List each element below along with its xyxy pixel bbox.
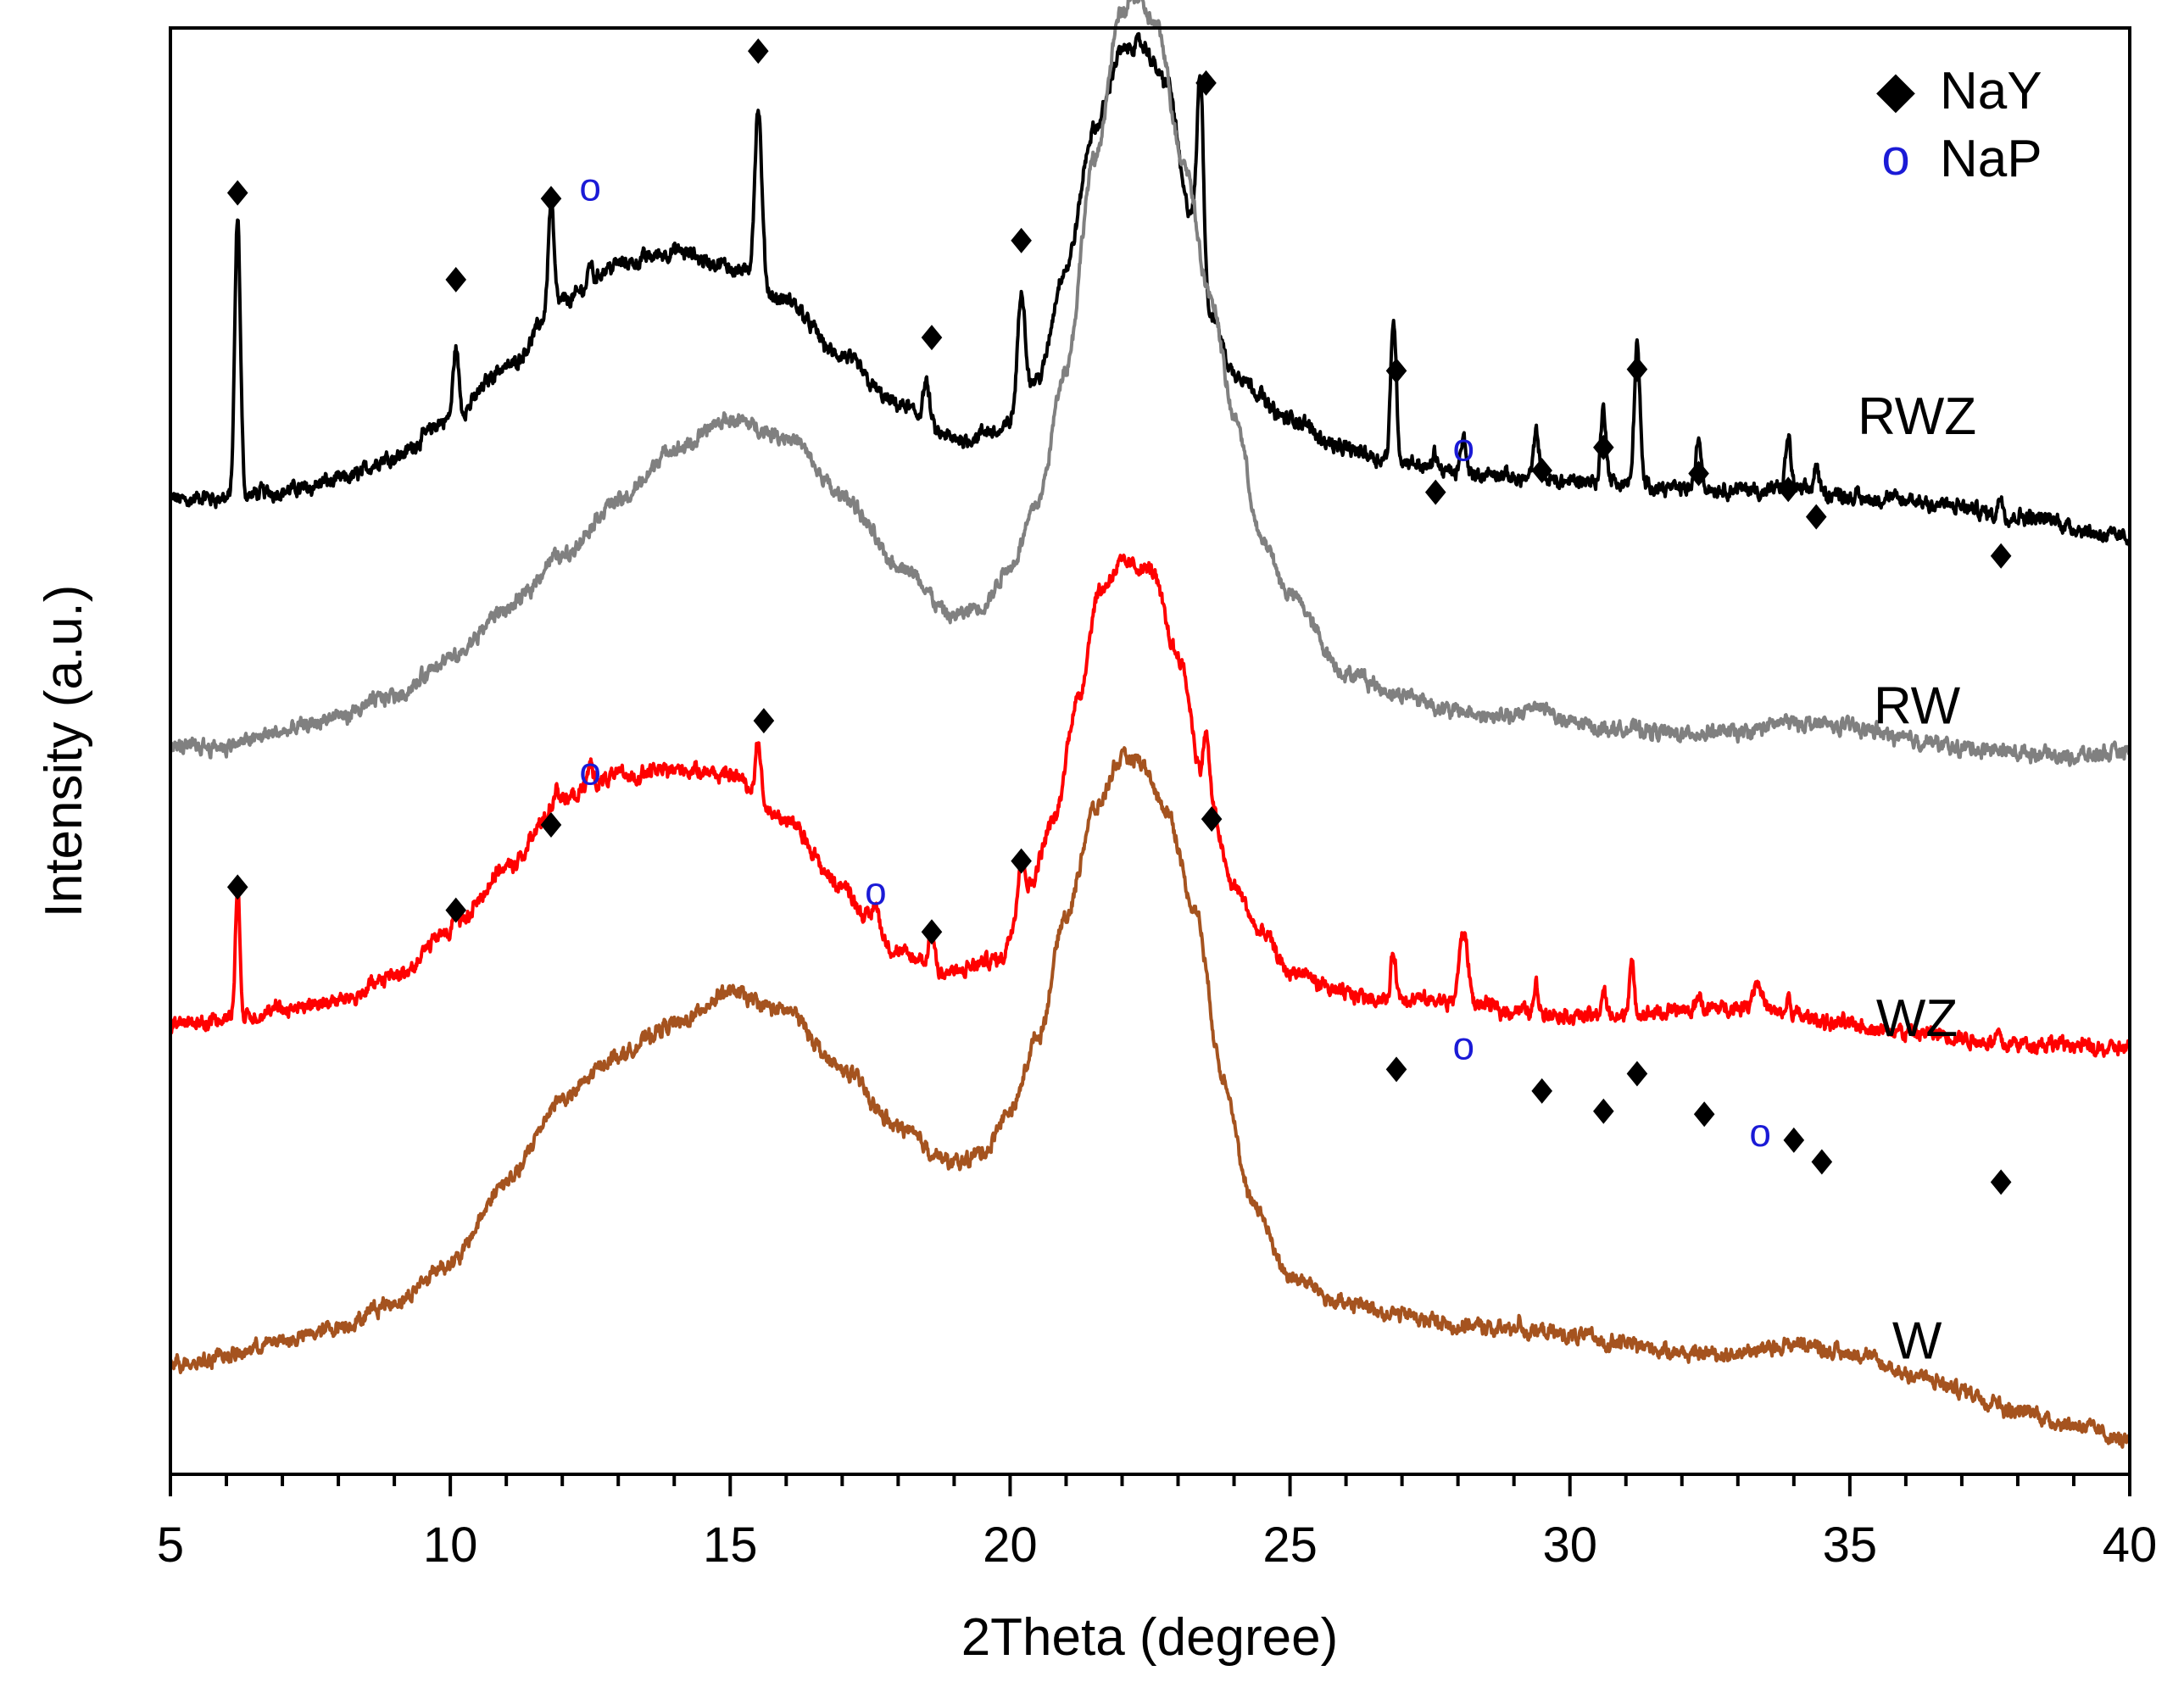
x-tick-label: 20 bbox=[983, 1518, 1038, 1573]
nay-marker-icon bbox=[1693, 1101, 1715, 1128]
nay-marker-icon bbox=[921, 325, 943, 351]
x-tick-label: 30 bbox=[1542, 1518, 1597, 1573]
nay-marker-icon bbox=[748, 38, 769, 64]
nay-marker-icon bbox=[445, 897, 467, 923]
legend: ◆ NaY o NaP bbox=[1876, 61, 2042, 188]
nay-marker-icon bbox=[226, 874, 248, 900]
nay-marker-icon bbox=[1011, 848, 1032, 874]
nay-marker-icon bbox=[540, 812, 562, 838]
nay-marker-icon bbox=[1201, 806, 1223, 833]
x-tick-label: 25 bbox=[1262, 1518, 1318, 1573]
series-line-wz bbox=[169, 554, 2131, 1058]
x-tick-label: 35 bbox=[1823, 1518, 1878, 1573]
nay-marker-icon bbox=[1531, 458, 1552, 484]
nay-marker-icon bbox=[1593, 1098, 1614, 1124]
y-axis-label: Intensity (a.u.) bbox=[35, 585, 93, 918]
x-tick-label: 15 bbox=[703, 1518, 758, 1573]
nay-marker-icon bbox=[445, 266, 467, 292]
nap-marker-icon: o bbox=[579, 164, 601, 209]
nay-marker-icon bbox=[753, 708, 775, 734]
curve-label-layer: RWZ RW WZ W bbox=[1858, 387, 1976, 1370]
x-axis-ticks: 5 10 15 20 25 30 35 40 bbox=[157, 1474, 2157, 1573]
x-tick-label: 40 bbox=[2103, 1518, 2158, 1573]
nay-marker-icon bbox=[1688, 460, 1709, 487]
nay-marker-icon bbox=[1011, 227, 1032, 253]
nay-marker-icon bbox=[1626, 356, 1648, 382]
nay-marker-icon bbox=[1777, 476, 1799, 503]
legend-entry-nay: ◆ NaY bbox=[1876, 61, 2042, 120]
marker-layer: o o o o o o bbox=[226, 38, 2012, 1195]
nay-marker-icon bbox=[1626, 1061, 1648, 1087]
curve-label-wz: WZ bbox=[1876, 989, 1958, 1048]
nap-marker-icon: o bbox=[865, 869, 887, 913]
nay-marker-icon bbox=[1593, 434, 1614, 460]
x-axis-label: 2Theta (degree) bbox=[961, 1608, 1339, 1667]
nap-marker-icon: o bbox=[1452, 1024, 1474, 1068]
nay-marker-icon bbox=[1195, 70, 1217, 96]
x-tick-label: 10 bbox=[423, 1518, 478, 1573]
nay-marker-icon bbox=[226, 180, 248, 206]
plot-frame bbox=[169, 26, 2131, 1476]
curve-label-rw: RW bbox=[1874, 677, 1961, 735]
nap-marker-icon: o bbox=[1749, 1111, 1771, 1155]
series-line-rwz bbox=[169, 31, 2131, 547]
nay-marker-icon bbox=[1531, 1078, 1552, 1104]
legend-nap-label: NaP bbox=[1940, 130, 2042, 188]
nay-marker-icon bbox=[540, 186, 562, 212]
nap-marker-icon: o bbox=[1452, 425, 1474, 469]
nay-marker-icon bbox=[1805, 504, 1827, 530]
nay-marker-icon bbox=[1424, 479, 1446, 505]
nay-marker-icon bbox=[1385, 358, 1407, 384]
series-line-w bbox=[169, 746, 2131, 1449]
nay-marker-icon bbox=[921, 919, 943, 945]
legend-nay-icon: ◆ bbox=[1876, 61, 1915, 118]
curve-label-rwz: RWZ bbox=[1858, 387, 1976, 446]
series-line-rw bbox=[169, 0, 2131, 767]
nay-marker-icon bbox=[1385, 1056, 1407, 1083]
nay-marker-icon bbox=[1990, 1169, 2012, 1195]
series-layer bbox=[169, 0, 2131, 1449]
x-tick-label: 5 bbox=[157, 1518, 184, 1573]
nay-marker-icon bbox=[1783, 1127, 1805, 1153]
nay-marker-icon bbox=[1990, 543, 2012, 569]
nap-marker-icon: o bbox=[579, 749, 601, 794]
legend-nap-icon: o bbox=[1881, 129, 1909, 186]
nay-marker-icon bbox=[1811, 1149, 1833, 1175]
curve-label-w: W bbox=[1892, 1312, 1942, 1370]
legend-nay-label: NaY bbox=[1940, 62, 2042, 120]
legend-entry-nap: o NaP bbox=[1881, 129, 2042, 188]
